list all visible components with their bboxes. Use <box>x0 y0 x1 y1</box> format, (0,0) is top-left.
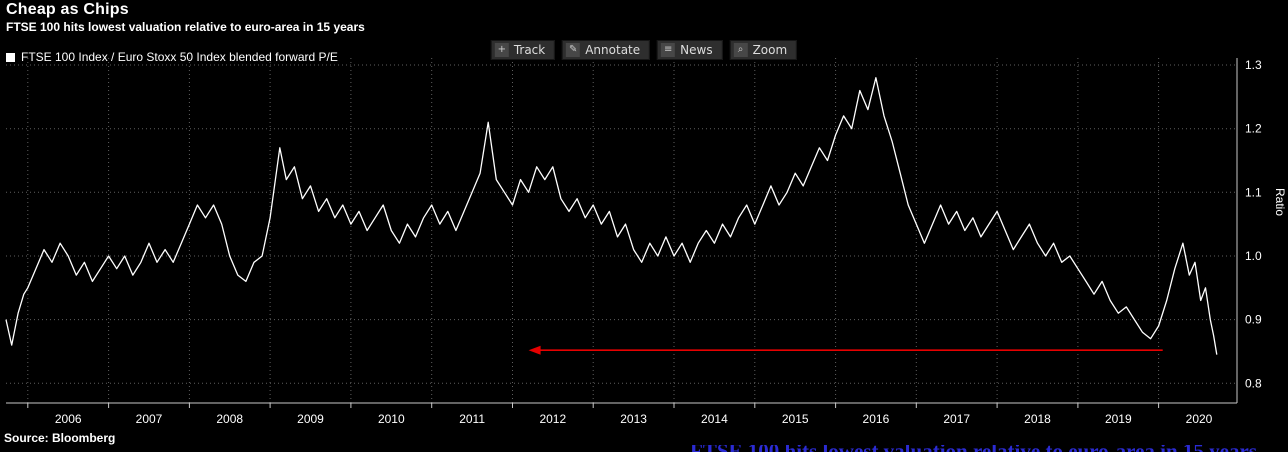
clipped-caption-text-content: FTSE 100 hits lowest valuation relative … <box>690 445 1288 452</box>
x-tick-label: 2018 <box>1024 412 1051 426</box>
annotation-arrow-head <box>528 345 541 355</box>
y-tick-label: 1.1 <box>1245 185 1262 199</box>
annotate-button[interactable]: ✎ Annotate <box>562 40 651 60</box>
track-button-label: Track <box>513 43 546 57</box>
annotate-pencil-icon: ✎ <box>566 43 581 57</box>
x-tick-label: 2020 <box>1186 412 1213 426</box>
x-tick-label: 2010 <box>378 412 405 426</box>
chart-subtitle: FTSE 100 hits lowest valuation relative … <box>6 20 365 34</box>
chart-title: Cheap as Chips <box>6 1 129 18</box>
zoom-button[interactable]: ⌕ Zoom <box>729 40 798 60</box>
y-tick-label: 0.8 <box>1245 376 1262 390</box>
x-tick-label: 2017 <box>943 412 970 426</box>
annotate-button-label: Annotate <box>585 43 641 57</box>
x-tick-label: 2015 <box>782 412 809 426</box>
y-tick-label: 1.0 <box>1245 249 1262 263</box>
x-tick-label: 2019 <box>1105 412 1132 426</box>
x-tick-label: 2016 <box>863 412 890 426</box>
news-lines-icon: ≡ <box>661 43 676 57</box>
source-attribution: Source: Bloomberg <box>4 431 116 445</box>
track-crosshair-icon: + <box>494 43 509 57</box>
y-tick-label: 0.9 <box>1245 313 1262 327</box>
x-tick-label: 2006 <box>55 412 82 426</box>
series-line <box>5 77 1218 355</box>
x-tick-label: 2014 <box>701 412 728 426</box>
y-tick-label: 1.2 <box>1245 122 1262 136</box>
x-tick-label: 2011 <box>459 412 485 426</box>
x-tick-label: 2013 <box>620 412 647 426</box>
zoom-button-label: Zoom <box>752 43 788 57</box>
chart-legend: FTSE 100 Index / Euro Stoxx 50 Index ble… <box>6 50 338 64</box>
x-tick-label: 2012 <box>539 412 566 426</box>
legend-swatch <box>6 52 15 62</box>
track-button[interactable]: + Track <box>490 40 556 60</box>
clipped-caption-text: FTSE 100 hits lowest valuation relative … <box>690 445 1288 452</box>
zoom-magnifier-icon: ⌕ <box>733 43 748 57</box>
x-tick-label: 2007 <box>136 412 163 426</box>
y-axis-title: Ratio <box>1273 188 1287 217</box>
chart-toolbar: + Track ✎ Annotate ≡ News ⌕ Zoom <box>490 40 798 60</box>
x-tick-label: 2008 <box>216 412 243 426</box>
news-button[interactable]: ≡ News <box>657 40 723 60</box>
x-tick-label: 2009 <box>297 412 324 426</box>
y-tick-label: 1.3 <box>1245 58 1262 72</box>
news-button-label: News <box>680 43 713 57</box>
legend-label: FTSE 100 Index / Euro Stoxx 50 Index ble… <box>21 50 338 64</box>
